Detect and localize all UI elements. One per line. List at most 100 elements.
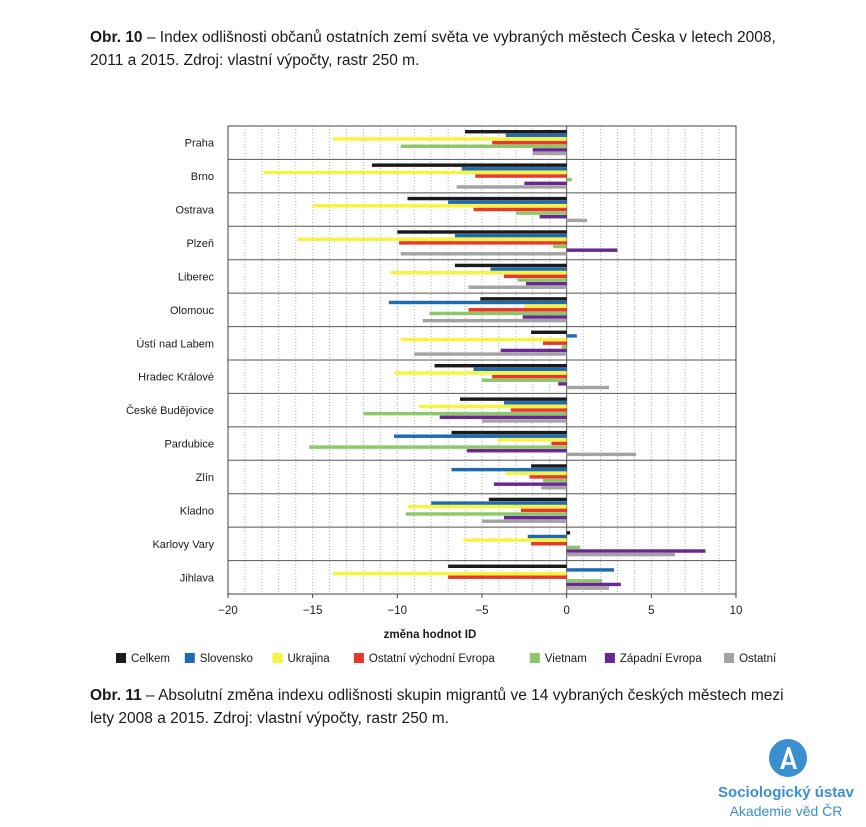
bar [407,504,567,509]
bar [531,330,567,335]
bar [429,311,567,316]
bar [492,374,567,379]
bar [566,531,571,535]
category-label: Zlín [196,472,214,484]
bar [332,137,567,141]
bar [566,549,706,553]
bar [400,252,567,256]
bar [363,411,567,416]
x-tick-label: −15 [303,605,323,617]
bar [399,241,567,245]
bar [400,144,567,148]
legend-swatch [724,653,735,663]
bar [451,430,567,435]
bar [524,304,567,308]
bar [473,207,567,212]
bar [448,575,567,579]
legend-label: Ukrajina [288,653,331,665]
legend-label: Ostatní [739,653,777,665]
bar [520,508,567,513]
bar [451,467,567,472]
bar [490,267,567,271]
bar [566,582,621,587]
category-label: Brno [191,171,214,183]
bar [400,337,567,342]
x-axis-label: změna hodnot ID [384,629,477,641]
bar [466,449,567,453]
bar [539,215,567,219]
bar [465,130,567,134]
bar [456,185,567,189]
bar [566,334,577,338]
bar [566,545,581,550]
bar [407,196,567,201]
bar [482,419,567,423]
bar [459,397,567,401]
legend-label: Vietnam [545,653,587,665]
bar [529,475,567,479]
bar [309,445,567,449]
legend-label: Slovensko [200,653,253,665]
bar [468,285,567,289]
bar [388,300,567,305]
category-label: Ústí nad Labem [136,337,214,350]
institute-logo: Sociologický ústav Akademie věd ČR [716,738,856,822]
legend-label: Západní Evropa [620,653,702,665]
bar [561,345,567,349]
bar [566,568,615,572]
bar [454,263,567,268]
category-label: Ostrava [175,205,214,217]
x-tick-label: −5 [475,605,488,617]
bar [551,441,567,446]
bar [434,364,567,368]
bar [463,538,567,542]
bar [393,371,567,375]
bar [505,471,567,475]
bar [504,274,567,279]
bar [553,244,567,249]
bar [482,519,567,523]
bar [397,230,567,234]
x-tick-label: 5 [648,605,654,617]
bar-chart: Praha Brno Ostrava Plzeň Liberec Olomouc Ústí … [116,125,777,665]
bar [497,438,567,442]
bar [515,211,567,215]
category-label: České Budějovice [126,404,214,417]
bar [504,515,567,520]
legend-swatch [184,653,195,663]
figure-number-top: Obr. 10 [90,29,143,46]
bar [504,401,567,405]
bar [505,133,567,138]
figure-number-bottom: Obr. 11 [90,687,142,704]
bar [566,177,572,182]
bar [454,233,567,238]
figure-caption-top: Obr. 10 – Index odlišnosti občanů ostatn… [90,26,790,72]
bar [461,167,567,171]
logo-line-2: Akademie věd ČR [729,803,843,819]
bar [541,486,567,490]
institute-logo-icon [769,739,807,777]
bar [448,564,567,569]
bar [405,512,567,516]
bar [532,151,567,156]
bar [531,464,567,468]
bar [332,571,567,576]
bar [493,482,567,486]
legend-label: Celkem [131,653,170,665]
legend-swatch [353,653,364,663]
bar [480,297,567,301]
bar [448,200,567,204]
bar [482,378,567,382]
bar [522,315,567,319]
x-tick-label: 0 [563,605,569,617]
legend-label: Ostatní východní Evropa [369,653,496,665]
category-label: Olomouc [170,305,215,317]
bar [393,434,567,438]
bar [414,352,567,356]
bar [371,163,567,167]
category-label: Hradec Králové [138,372,214,384]
legend-swatch [529,653,540,663]
bar [492,140,567,145]
category-label: Praha [185,138,215,150]
x-tick-label: −20 [218,605,238,617]
